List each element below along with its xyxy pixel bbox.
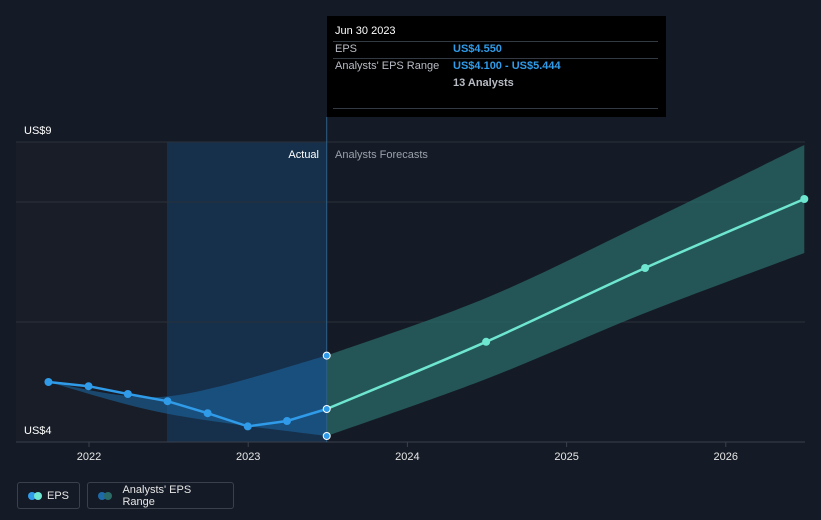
eps-actual-point bbox=[283, 417, 292, 425]
x-tick-label: 2026 bbox=[714, 451, 738, 463]
tooltip-divider bbox=[333, 58, 658, 59]
legend-range-button[interactable]: Analysts' EPS Range bbox=[87, 482, 234, 509]
eps-actual-point bbox=[163, 397, 172, 406]
forecast-range-area bbox=[326, 145, 805, 436]
eps-forecast-point bbox=[800, 195, 809, 203]
tooltip-divider bbox=[333, 108, 658, 109]
tooltip-divider bbox=[333, 41, 658, 42]
tooltip: Jun 30 2023 EPS US$4.550 Analysts' EPS R… bbox=[327, 16, 666, 117]
x-tick-label: 2022 bbox=[77, 451, 101, 463]
eps-actual-point bbox=[123, 390, 132, 398]
range-endpoint bbox=[322, 432, 331, 440]
eps-forecast-line bbox=[326, 197, 805, 411]
eps-actual-line bbox=[48, 380, 328, 428]
y-label-top: US$9 bbox=[24, 125, 52, 137]
tooltip-analysts: 13 Analysts bbox=[453, 77, 514, 89]
eps-forecast-point bbox=[641, 264, 650, 272]
x-tick-label: 2024 bbox=[395, 451, 419, 463]
y-label-bottom: US$4 bbox=[24, 425, 52, 437]
gridlines bbox=[16, 141, 805, 443]
eps-actual-point bbox=[84, 382, 93, 391]
actual-label: Actual bbox=[288, 149, 319, 161]
eps-actual-point bbox=[203, 409, 212, 418]
tooltip-range-label: Analysts' EPS Range bbox=[335, 60, 440, 72]
legend-eps-button[interactable]: EPS bbox=[17, 482, 80, 509]
tooltip-eps-label: EPS bbox=[335, 43, 358, 55]
eps-actual-point bbox=[243, 422, 252, 431]
forecast-label: Analysts Forecasts bbox=[335, 149, 428, 161]
eps-actual-point bbox=[322, 405, 331, 413]
range-endpoint bbox=[322, 351, 331, 360]
legend-eps-label: EPS bbox=[46, 489, 69, 502]
x-axis: 2022 2023 2024 2025 2026 bbox=[77, 442, 738, 463]
legend-eps-icon bbox=[28, 491, 42, 500]
markers bbox=[44, 195, 809, 440]
legend-range-label: Analysts' EPS Range bbox=[122, 483, 192, 508]
x-tick-label: 2023 bbox=[236, 451, 260, 463]
past-range-area bbox=[48, 355, 327, 436]
legend-range-icon bbox=[98, 491, 113, 500]
eps-forecast-point bbox=[482, 337, 491, 346]
tooltip-range-value: US$4.100 - US$5.444 bbox=[453, 60, 561, 72]
tooltip-date: Jun 30 2023 bbox=[335, 25, 396, 37]
eps-actual-point bbox=[44, 378, 53, 386]
tooltip-eps-value: US$4.550 bbox=[453, 43, 502, 55]
x-tick-label: 2025 bbox=[554, 451, 578, 463]
